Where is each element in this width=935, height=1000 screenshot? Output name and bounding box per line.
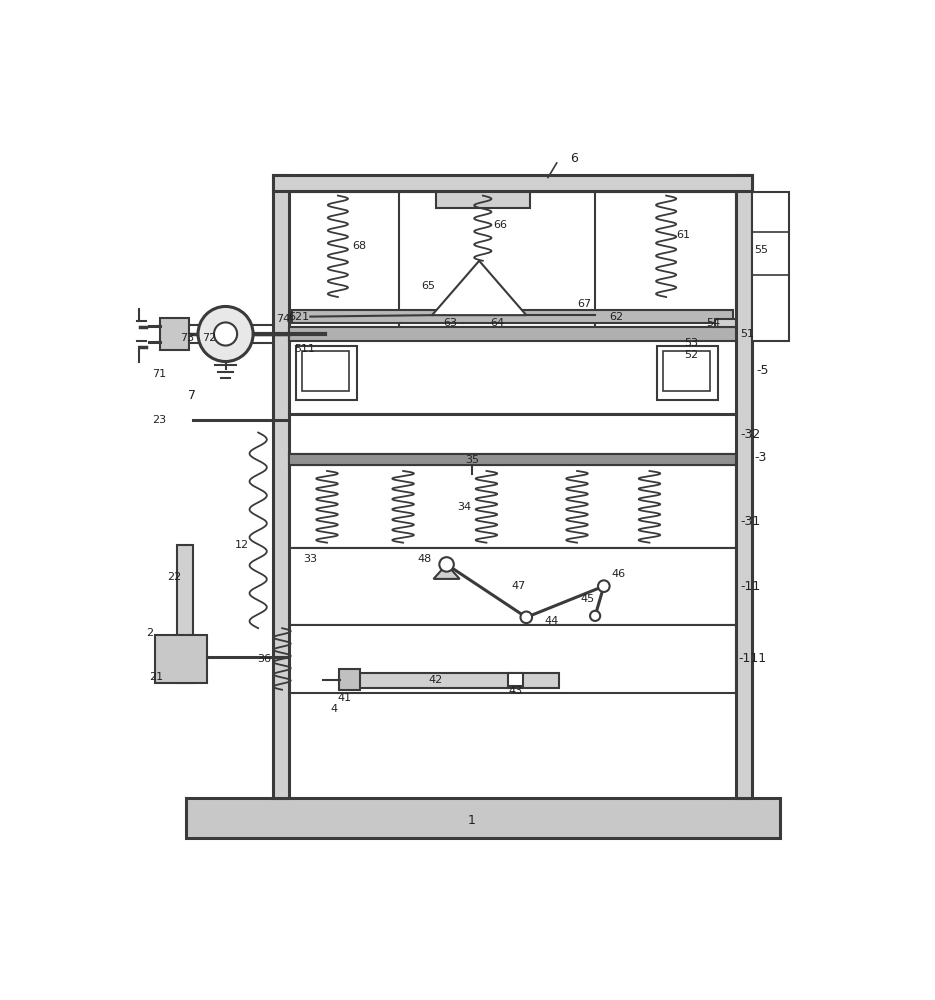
- Circle shape: [198, 306, 253, 362]
- Text: 621: 621: [289, 312, 309, 322]
- Text: -3: -3: [755, 451, 767, 464]
- Bar: [737, 175, 753, 798]
- Bar: [186, 798, 780, 838]
- Bar: [338, 669, 360, 690]
- Text: 23: 23: [151, 415, 165, 425]
- Bar: [289, 454, 737, 465]
- Circle shape: [590, 611, 600, 621]
- Text: 21: 21: [150, 672, 164, 682]
- Text: -11: -11: [741, 580, 760, 593]
- Text: 72: 72: [202, 333, 217, 343]
- Bar: [293, 310, 733, 323]
- Text: 45: 45: [581, 594, 595, 604]
- Text: 22: 22: [167, 572, 181, 582]
- Text: 73: 73: [180, 333, 194, 343]
- Text: 43: 43: [509, 686, 523, 696]
- Text: 62: 62: [610, 312, 624, 322]
- Text: 53: 53: [684, 338, 698, 348]
- Bar: [289, 327, 737, 341]
- Bar: [161, 318, 189, 350]
- Bar: [663, 351, 710, 391]
- Polygon shape: [434, 564, 460, 579]
- Text: -32: -32: [741, 428, 760, 441]
- Bar: [273, 175, 753, 191]
- Bar: [154, 635, 207, 683]
- Text: 67: 67: [577, 299, 591, 309]
- Polygon shape: [432, 261, 526, 315]
- Bar: [436, 192, 530, 208]
- Text: 66: 66: [494, 220, 508, 230]
- Circle shape: [214, 322, 237, 346]
- Text: 65: 65: [421, 281, 435, 291]
- Text: 52: 52: [684, 350, 698, 360]
- Bar: [295, 346, 357, 400]
- Text: -31: -31: [741, 515, 760, 528]
- Circle shape: [439, 557, 453, 572]
- Bar: [289, 625, 737, 693]
- Bar: [302, 351, 349, 391]
- Text: 33: 33: [303, 554, 317, 564]
- Text: 34: 34: [457, 502, 471, 512]
- Text: 55: 55: [755, 245, 769, 255]
- Text: 63: 63: [443, 318, 457, 328]
- Text: 36: 36: [257, 654, 271, 664]
- Text: 6: 6: [569, 152, 578, 165]
- Bar: [177, 545, 193, 683]
- Bar: [273, 175, 289, 798]
- Bar: [509, 673, 523, 686]
- Text: 47: 47: [511, 581, 526, 591]
- Text: 12: 12: [235, 540, 249, 550]
- Circle shape: [521, 612, 532, 623]
- Text: 7: 7: [188, 389, 196, 402]
- Text: 44: 44: [544, 616, 558, 626]
- Bar: [656, 346, 718, 400]
- Text: 68: 68: [352, 241, 367, 251]
- Bar: [714, 319, 737, 327]
- Text: 41: 41: [338, 693, 352, 703]
- Bar: [289, 465, 737, 548]
- Bar: [289, 192, 737, 327]
- Text: 74: 74: [277, 314, 291, 324]
- Bar: [289, 548, 737, 625]
- Text: 4: 4: [331, 704, 338, 714]
- Text: 35: 35: [465, 455, 479, 465]
- Text: 54: 54: [706, 318, 720, 328]
- Text: 48: 48: [418, 554, 432, 564]
- Text: 71: 71: [151, 369, 165, 379]
- Text: 511: 511: [295, 344, 315, 354]
- Bar: [753, 192, 788, 341]
- Text: 42: 42: [428, 675, 443, 685]
- Text: -5: -5: [756, 364, 770, 377]
- Text: 2: 2: [146, 628, 153, 638]
- Circle shape: [598, 580, 610, 592]
- Text: 64: 64: [490, 318, 504, 328]
- Text: 46: 46: [611, 569, 626, 579]
- Text: 61: 61: [676, 230, 690, 240]
- Text: 1: 1: [468, 814, 476, 827]
- Text: -111: -111: [739, 652, 767, 665]
- Bar: [341, 673, 559, 688]
- Text: 51: 51: [741, 329, 754, 339]
